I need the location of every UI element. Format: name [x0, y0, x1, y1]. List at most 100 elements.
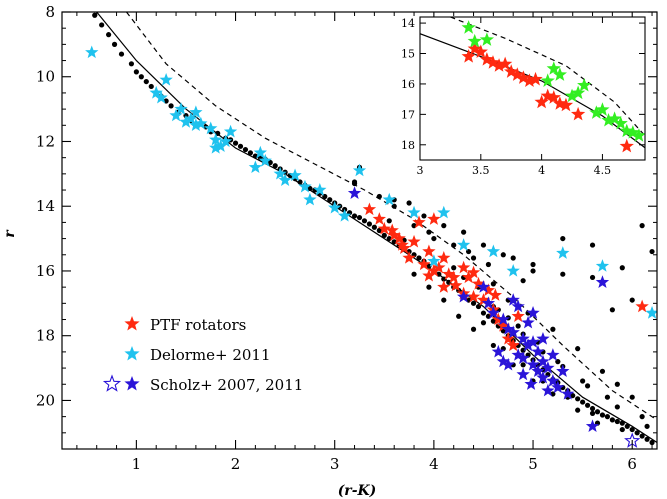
inset-frame [419, 16, 646, 161]
inset-red-star [461, 49, 476, 63]
inset-green-star [461, 20, 476, 34]
inset-green-star [601, 112, 616, 127]
delorme-star [427, 254, 441, 267]
delorme-star [189, 105, 203, 119]
field-point [490, 342, 496, 349]
field-point [92, 12, 98, 18]
inset-red-star [546, 90, 561, 104]
plot-frame [61, 11, 658, 450]
delorme-star [337, 208, 352, 222]
field-point [480, 320, 487, 326]
field-point [644, 423, 650, 429]
field-point [451, 265, 457, 271]
inset-content [420, 17, 645, 153]
scholz-star [526, 357, 540, 371]
inset-red-star [473, 44, 488, 59]
field-point [431, 235, 437, 242]
field-point [589, 410, 596, 416]
field-point [470, 300, 477, 306]
inset-green-star [564, 88, 580, 103]
ptf-star [481, 283, 496, 297]
delorme-star [204, 121, 218, 135]
inset-y-tick-label: 17 [401, 108, 415, 121]
ptf-star [377, 221, 391, 235]
inset-green-star [595, 102, 610, 116]
scholz-star [496, 354, 510, 368]
scholz-star [347, 186, 362, 199]
legend-marker-scholz-open [102, 374, 122, 392]
delorme-star [645, 306, 657, 319]
ptf-star [442, 267, 456, 280]
inset-green-star [552, 67, 567, 81]
field-point [560, 271, 566, 277]
delorme-star [303, 192, 317, 206]
delorme-star [298, 179, 312, 193]
inset-green-star [631, 128, 645, 142]
delorme-star [154, 90, 168, 104]
field-point [267, 159, 273, 166]
inset-green-star [577, 77, 592, 92]
field-point [550, 326, 556, 332]
field-point [520, 347, 526, 353]
ptf-star [511, 309, 525, 322]
field-point [128, 61, 135, 67]
scholz-star [541, 383, 555, 397]
field-point [480, 242, 487, 248]
field-point [441, 276, 447, 282]
inset-plot: 3 3.5 4 4.5 14 15 16 17 18 [401, 16, 646, 177]
inset-red-star [467, 41, 482, 56]
legend-label-scholz: Scholz+ 2007, 2011 [150, 376, 303, 394]
inset-green-star [589, 105, 604, 119]
delorme-star [273, 166, 287, 180]
scholz-star [531, 344, 545, 358]
scholz-star [521, 315, 535, 329]
x-tick-label: 1 [132, 455, 142, 473]
field-point [106, 32, 112, 38]
legend-marker-delorme [124, 346, 140, 361]
field-point [520, 362, 526, 368]
inset-background [420, 17, 645, 160]
y-tick-label: 16 [36, 262, 55, 280]
legend-marker-scholz-filled [124, 376, 140, 391]
y-axis-label: r [2, 229, 18, 238]
delorme-star [223, 124, 238, 138]
field-point [168, 103, 174, 109]
delorme-star [189, 118, 203, 131]
sequence-line-solid [96, 12, 657, 444]
ptf-star [437, 251, 451, 264]
field-point [580, 399, 586, 405]
field-point [575, 396, 581, 402]
scholz-star [541, 361, 555, 374]
field-point [599, 368, 606, 374]
inset-red-star [558, 97, 574, 112]
inset-x-tick-label: 3 [417, 164, 424, 177]
field-point [624, 423, 630, 429]
ptf-star [491, 312, 505, 326]
field-point [570, 392, 576, 399]
delorme-star [258, 153, 272, 167]
field-point [584, 383, 591, 389]
scholz-star [506, 325, 520, 339]
x-tick-label: 3 [330, 455, 340, 473]
field-point [148, 83, 154, 90]
field-point [530, 261, 536, 268]
inset-y-tick-label: 15 [401, 48, 415, 61]
inset-line-solid [420, 33, 645, 149]
inset-red-star [534, 94, 549, 109]
field-point [416, 255, 422, 261]
inset-line-dashed [450, 17, 645, 137]
plot-content [85, 12, 657, 448]
scholz-star [456, 289, 471, 303]
scholz-star [511, 348, 525, 361]
delorme-star [209, 132, 223, 146]
field-point [619, 265, 625, 271]
field-point [327, 197, 333, 203]
y-tick-label: 14 [36, 197, 55, 215]
scholz-star [531, 364, 545, 377]
sequence-line-dashed [126, 12, 657, 421]
delorme-star [288, 168, 302, 182]
y-tick-label: 12 [36, 132, 55, 150]
field-point [575, 346, 581, 352]
ptf-star [476, 293, 491, 306]
field-point [111, 41, 118, 47]
